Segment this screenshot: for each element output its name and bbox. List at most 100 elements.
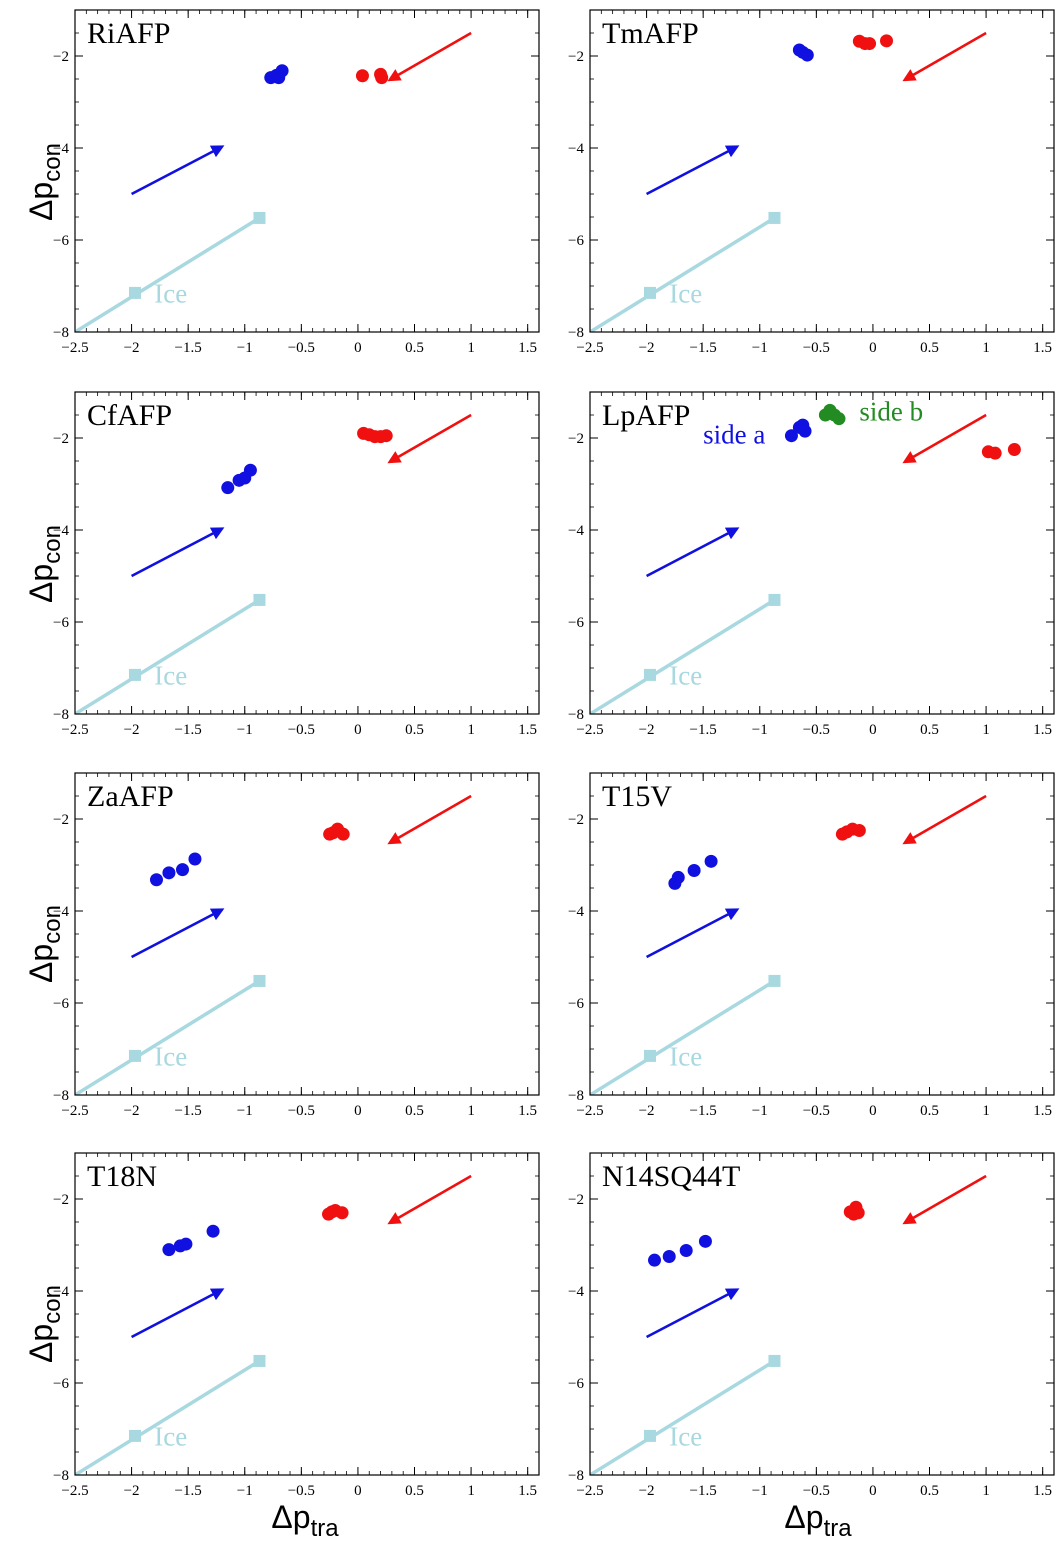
- ice-marker: [643, 286, 656, 299]
- y-tick-label: −2: [53, 431, 69, 447]
- x-tick-label: 1: [467, 1483, 475, 1499]
- y-tick-label: −4: [53, 1284, 69, 1300]
- ice-line: [75, 598, 261, 714]
- y-tick-label: −8: [568, 707, 584, 723]
- x-tick-label: 1.5: [1033, 1103, 1052, 1119]
- y-tick-label: −4: [53, 904, 69, 920]
- y-tick-label: −2: [53, 812, 69, 828]
- red-arrow: [387, 1174, 472, 1225]
- plot-area: Ice side a side b: [590, 396, 1021, 714]
- panel-cfafp: −2.5 −2 −1.5 −1 −0.5 0 0.5 1 1.5 −8 −6 −4 −2 Ice CfAFP: [53, 391, 540, 738]
- x-tick-label: −1: [237, 1103, 253, 1119]
- blue-point: [275, 64, 289, 78]
- y-tick-label: −6: [53, 996, 69, 1012]
- ice-label: Ice: [669, 279, 702, 309]
- y-tick-label: −8: [568, 1088, 584, 1104]
- panel-frame: [74, 391, 540, 715]
- x-axis-label-left: Δptra: [271, 1499, 339, 1542]
- blue-point: [188, 852, 202, 866]
- x-tick-label: 0: [354, 1103, 362, 1119]
- x-tick-label: 0.5: [920, 1483, 939, 1499]
- red-arrow: [387, 413, 472, 464]
- x-tick-label: −1: [752, 1103, 768, 1119]
- ice-marker: [768, 593, 781, 606]
- x-tick-label: 1: [467, 722, 475, 738]
- x-tick-label: −1.5: [690, 1103, 717, 1119]
- red-arrow: [387, 794, 472, 845]
- blue-point: [149, 873, 163, 887]
- x-tick-label: 0.5: [920, 340, 939, 356]
- plot-area: Ice: [590, 1174, 987, 1475]
- ice-label: Ice: [154, 661, 187, 691]
- plot-area: Ice: [590, 31, 987, 332]
- blue-point: [800, 48, 814, 62]
- x-tick-label: 1.5: [518, 1103, 537, 1119]
- x-tick-label: −1: [752, 340, 768, 356]
- x-tick-label: −2: [124, 340, 140, 356]
- x-tick-label: 0.5: [405, 1103, 424, 1119]
- panel-frame: [589, 9, 1055, 333]
- x-tick-label: −0.5: [288, 340, 315, 356]
- ice-marker: [768, 1354, 781, 1367]
- ice-marker: [253, 1354, 266, 1367]
- x-tick-label: 1: [467, 1103, 475, 1119]
- y-tick-label: −8: [53, 325, 69, 341]
- x-tick-label: 0: [869, 1103, 877, 1119]
- x-tick-label: −0.5: [288, 1103, 315, 1119]
- panel-title: TmAFP: [602, 17, 699, 50]
- ice-marker: [768, 211, 781, 224]
- ice-marker: [643, 1429, 656, 1442]
- panel-title: ZaAFP: [87, 780, 174, 813]
- x-tick-label: −0.5: [803, 722, 830, 738]
- blue-arrow: [130, 908, 225, 959]
- red-point: [852, 824, 866, 837]
- blue-point: [176, 863, 190, 877]
- blue-point: [243, 463, 257, 477]
- ice-line: [75, 216, 261, 332]
- red-arrow: [902, 413, 987, 464]
- ice-label: Ice: [154, 1422, 187, 1452]
- panels: −2.5 −2 −1.5 −1 −0.5 0 0.5 1 1.5 −8 −6 −4 −2 Ice RiAFP…: [53, 9, 1055, 1499]
- y-tick-label: −2: [568, 1192, 584, 1208]
- panel-title: N14SQ44T: [602, 1160, 740, 1193]
- red-point: [851, 1206, 865, 1220]
- x-tick-label: −2.5: [61, 1483, 88, 1499]
- blue-arrow: [130, 1288, 225, 1339]
- x-tick-label: 1.5: [1033, 722, 1052, 738]
- y-tick-label: −6: [568, 996, 584, 1012]
- ice-line: [590, 979, 776, 1095]
- x-tick-label: 1.5: [518, 340, 537, 356]
- x-tick-label: −0.5: [288, 722, 315, 738]
- panel-n14sq44t: −2.5 −2 −1.5 −1 −0.5 0 0.5 1 1.5 −8 −6 −4 −2 Ice N14SQ…: [568, 1152, 1055, 1499]
- blue-point: [784, 429, 798, 443]
- x-tick-label: 0: [354, 1483, 362, 1499]
- blue-point: [162, 866, 176, 880]
- y-tick-label: −8: [568, 1468, 584, 1484]
- x-tick-label: −1: [237, 1483, 253, 1499]
- ice-line: [590, 216, 776, 332]
- ice-label: Ice: [154, 279, 187, 309]
- y-tick-label: −4: [53, 523, 69, 539]
- plot-area: Ice: [75, 794, 472, 1095]
- blue-point: [206, 1224, 220, 1238]
- x-tick-label: 0.5: [920, 722, 939, 738]
- ice-line: [75, 1359, 261, 1475]
- x-tick-label: 1.5: [1033, 1483, 1052, 1499]
- y-tick-label: −8: [53, 707, 69, 723]
- y-tick-label: −6: [568, 615, 584, 631]
- panel-title: T18N: [87, 1160, 157, 1193]
- ice-marker: [128, 668, 141, 681]
- panel-tmafp: −2.5 −2 −1.5 −1 −0.5 0 0.5 1 1.5 −8 −6 −4 −2 Ice TmAFP: [568, 9, 1055, 356]
- x-tick-label: −1.5: [690, 1483, 717, 1499]
- blue-point: [679, 1244, 693, 1258]
- x-tick-label: −2.5: [61, 340, 88, 356]
- panel-frame: [74, 9, 540, 333]
- y-tick-label: −4: [568, 904, 584, 920]
- x-tick-label: 1: [467, 340, 475, 356]
- ice-marker: [253, 211, 266, 224]
- x-tick-label: −2.5: [61, 722, 88, 738]
- plot-area: Ice: [75, 1174, 472, 1475]
- x-tick-label: 0: [869, 1483, 877, 1499]
- panel-riafp: −2.5 −2 −1.5 −1 −0.5 0 0.5 1 1.5 −8 −6 −4 −2 Ice RiAFP: [53, 9, 540, 356]
